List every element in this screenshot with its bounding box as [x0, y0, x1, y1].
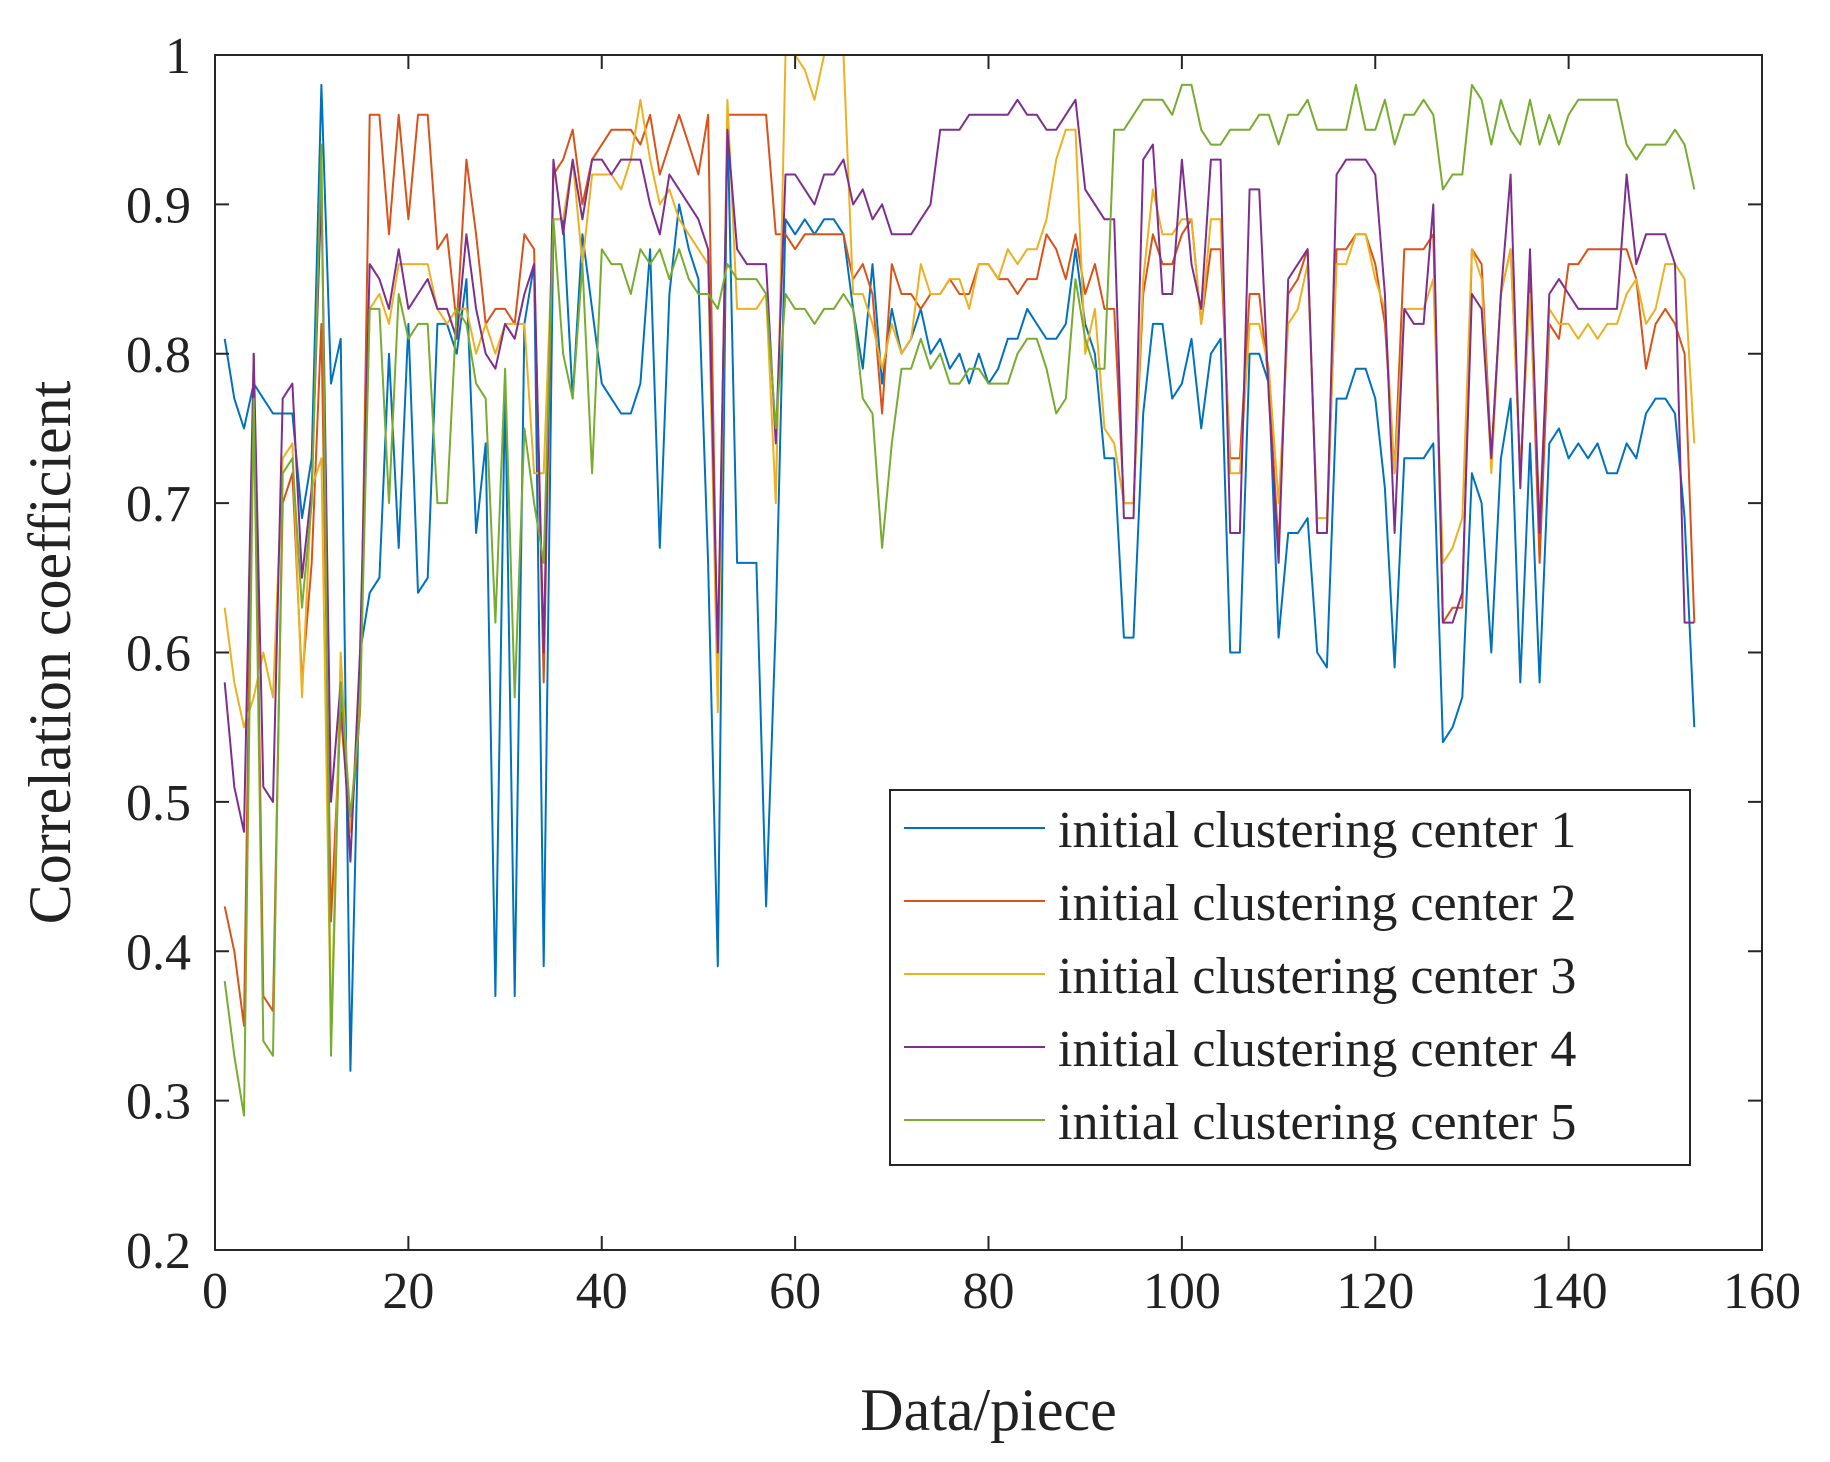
x-tick-label: 80: [963, 1263, 1015, 1320]
series-line-4: [223, 98, 1695, 863]
y-tick-label: 0.6: [126, 626, 191, 683]
y-tick-label: 0.3: [126, 1074, 191, 1131]
legend-label-1: initial clustering center 1: [1058, 802, 1576, 859]
x-tick-label: 0: [202, 1263, 228, 1320]
legend: initial clustering center 1 initial clust…: [889, 789, 1691, 1166]
y-tick-label: 1: [165, 28, 191, 85]
y-axis-label: Correlation coefficient: [17, 380, 83, 924]
series-line-1: [223, 83, 1696, 1072]
y-tick-label: 0.5: [126, 775, 191, 832]
x-tick-label: 40: [576, 1263, 628, 1320]
series-line-3: [223, 54, 1696, 1042]
series-layer: [223, 54, 1696, 1117]
y-tick-label: 0.7: [126, 476, 191, 533]
y-tick-label: 0.2: [126, 1223, 191, 1280]
y-axis-tick-labels: 0.2 0.3 0.4 0.5 0.6 0.7 0.8 0.9 1: [126, 28, 191, 1280]
x-axis-tick-labels: 0 20 40 60 80 100 120 140 160: [202, 1263, 1801, 1320]
legend-label-3: initial clustering center 3: [1058, 948, 1576, 1005]
x-tick-label: 20: [382, 1263, 434, 1320]
legend-label-4: initial clustering center 4: [1058, 1021, 1576, 1078]
legend-label-5: initial clustering center 5: [1058, 1094, 1576, 1151]
y-tick-label: 0.4: [126, 924, 191, 981]
x-tick-label: 100: [1143, 1263, 1221, 1320]
legend-box: [889, 789, 1691, 1166]
series-line-5: [223, 83, 1696, 1117]
x-tick-label: 160: [1723, 1263, 1801, 1320]
legend-label-2: initial clustering center 2: [1058, 875, 1576, 932]
axis-ticks: [214, 54, 1763, 1251]
x-tick-label: 120: [1336, 1263, 1414, 1320]
y-tick-label: 0.8: [126, 327, 191, 384]
x-axis-label: Data/piece: [860, 1377, 1117, 1443]
x-tick-label: 140: [1530, 1263, 1608, 1320]
series-line-2: [223, 113, 1696, 1027]
y-tick-label: 0.9: [126, 177, 191, 234]
x-tick-label: 60: [769, 1263, 821, 1320]
